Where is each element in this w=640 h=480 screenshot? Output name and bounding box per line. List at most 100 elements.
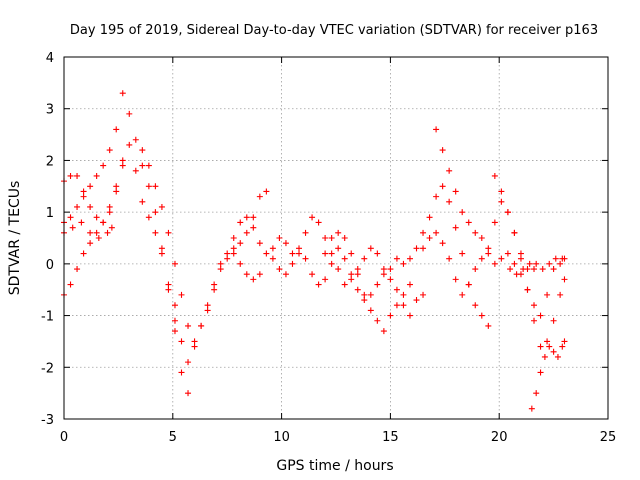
data-point [243,271,250,278]
data-point [289,250,296,257]
data-point [472,229,479,236]
data-point [328,250,335,257]
data-point [420,291,427,298]
data-point [106,203,113,210]
data-point [544,338,551,345]
data-point [185,390,192,397]
data-point [119,157,126,164]
data-point [544,291,551,298]
series-satellite-track-P [528,338,568,412]
data-point [413,297,420,304]
data-point [387,312,394,319]
data-point [426,235,433,241]
data-point [533,390,540,397]
data-point [452,224,459,231]
data-point [237,260,244,267]
x-tick-label: 5 [169,430,177,445]
series-satellite-track-F [171,250,263,366]
y-tick-label: 0 [46,258,54,273]
data-point [354,271,361,278]
data-point [380,328,387,335]
data-point [420,245,427,252]
data-point [446,198,453,205]
data-point [250,276,257,283]
data-point [504,209,511,216]
data-point [93,229,100,236]
data-point [348,276,355,283]
x-tick-label: 20 [491,430,508,445]
data-point [132,136,139,143]
data-point [152,183,159,190]
data-point [204,302,211,309]
data-point [533,260,540,267]
data-point [100,219,107,226]
data-point [230,245,237,252]
data-point [119,162,126,169]
data-point [87,229,94,236]
data-point [517,250,524,257]
data-point [478,235,485,241]
data-point [276,266,283,273]
data-point [511,260,518,267]
data-point [524,286,531,293]
data-point [237,240,244,247]
data-point [145,214,152,221]
data-point [113,183,120,190]
data-point [559,343,566,350]
data-point [178,369,185,376]
data-point [335,245,342,252]
data-point [106,147,113,154]
data-point [491,219,498,226]
data-point [158,245,165,252]
data-point [367,307,374,314]
data-point [554,353,561,360]
data-point [296,245,303,252]
data-point [439,183,446,190]
data-point [165,281,172,288]
data-point [550,266,557,273]
data-point [393,286,400,293]
data-point [211,286,218,293]
data-marks [61,90,568,412]
data-point [387,276,394,283]
data-point [328,260,335,267]
data-point [132,167,139,174]
data-point [204,307,211,314]
data-point [178,338,185,345]
data-point [400,291,407,298]
data-point [491,260,498,267]
data-point [452,276,459,283]
data-point [322,235,329,241]
data-point [145,183,152,190]
data-point [269,245,276,252]
series-satellite-track-Q [507,255,566,278]
data-point [309,214,316,221]
data-point [528,405,535,412]
data-point [433,126,440,133]
series-satellite-track-B [61,141,178,324]
data-point [302,255,309,262]
data-point [296,250,303,257]
data-point [67,214,74,221]
data-point [74,203,81,210]
series-satellite-track-G [230,214,413,319]
data-point [485,250,492,257]
series-satellite-track-M [485,198,568,350]
data-point [104,229,111,236]
y-tick-label: -3 [41,413,54,428]
data-point [250,214,257,221]
data-point [459,209,466,216]
data-point [282,240,289,247]
data-point [393,255,400,262]
series-satellite-track-I [322,229,407,335]
data-point [491,172,498,179]
data-point [113,126,120,133]
data-point [387,266,394,273]
data-point [374,281,381,288]
data-point [478,312,485,319]
data-point [452,188,459,195]
data-point [335,266,342,273]
data-point [341,235,348,241]
data-point [433,229,440,236]
